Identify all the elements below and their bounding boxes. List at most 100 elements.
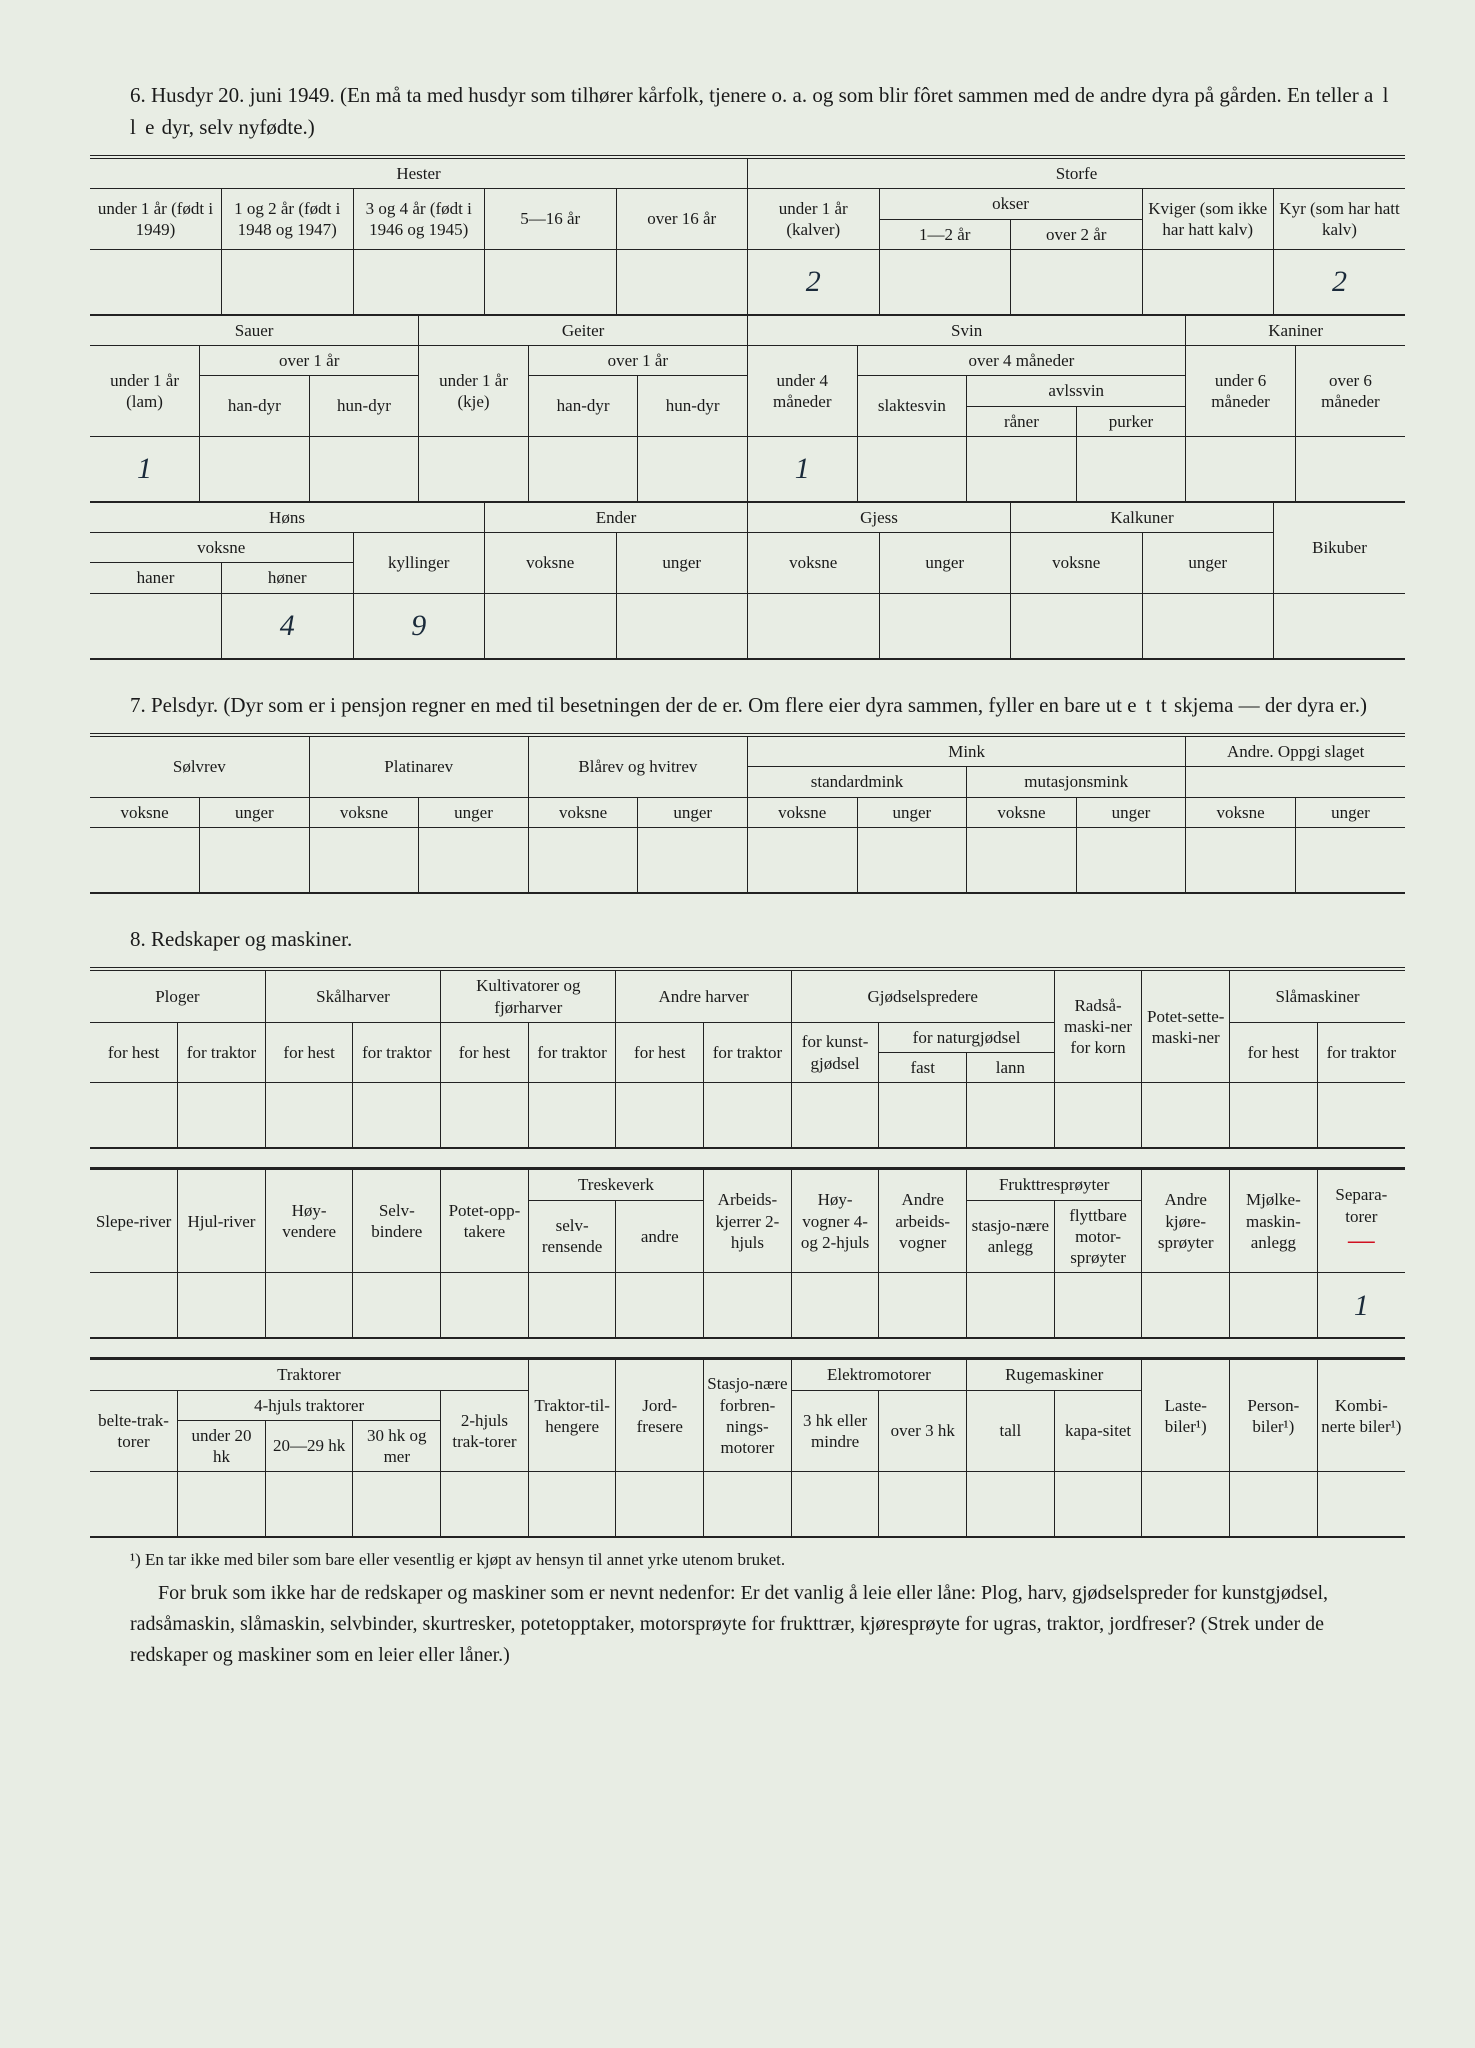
h-hoyv: Høy-vendere	[265, 1169, 353, 1273]
h-radsa: Radså-maski-ner for korn	[1054, 969, 1142, 1083]
geiter-o1: over 1 år	[528, 346, 747, 376]
cell	[747, 827, 857, 893]
footnote: ¹) En tar ikke med biler som bare eller …	[130, 1550, 1405, 1570]
hdr-kaniner: Kaniner	[1186, 315, 1405, 345]
cell	[1142, 1273, 1230, 1339]
cell	[1076, 436, 1186, 502]
cell	[704, 1083, 792, 1149]
el-2: over 3 hk	[879, 1390, 967, 1472]
vu-v3: voksne	[528, 797, 638, 827]
cell	[1295, 827, 1405, 893]
cell	[90, 827, 200, 893]
cell	[441, 1273, 529, 1339]
cell	[1142, 1472, 1230, 1538]
sauer-hun: hun-dyr	[309, 376, 419, 437]
fk: for kunst-gjødsel	[791, 1022, 879, 1083]
h-andrev: Andre arbeids-vogner	[879, 1169, 967, 1273]
cell	[309, 827, 419, 893]
hest-c4: 5—16 år	[485, 189, 617, 250]
census-form-page: 6. Husdyr 20. juni 1949. (En må ta med h…	[0, 0, 1475, 2048]
vu-u4: unger	[857, 797, 967, 827]
mink-mut: mutasjonsmink	[967, 767, 1186, 797]
cell	[857, 436, 967, 502]
table-sauer-svin: Sauer Geiter Svin Kaniner under 1 år (la…	[90, 315, 1405, 503]
hdr-hester: Hester	[90, 157, 748, 189]
h-separat-lbl: Separa-torer	[1335, 1185, 1387, 1225]
geiter-hun: hun-dyr	[638, 376, 748, 437]
h-fire: 4-hjuls traktorer	[178, 1390, 441, 1420]
ft4: for traktor	[704, 1022, 792, 1083]
hdr-svin: Svin	[747, 315, 1185, 345]
cell	[704, 1472, 792, 1538]
hest-c2: 1 og 2 år (født i 1948 og 1947)	[222, 189, 354, 250]
fh4: for hest	[616, 1022, 704, 1083]
h-andre: Andre harver	[616, 969, 791, 1022]
section6-title: 6. Husdyr 20. juni 1949. (En må ta med h…	[130, 80, 1405, 143]
h-ruge: Rugemaskiner	[967, 1359, 1142, 1390]
hdr-bikuber: Bikuber	[1274, 502, 1406, 593]
vu-u1: unger	[200, 797, 310, 827]
cell	[1186, 436, 1296, 502]
okser-sub1: 1—2 år	[879, 219, 1011, 249]
sauer-u1: under 1 år (lam)	[90, 346, 200, 437]
mink-std: standardmink	[747, 767, 966, 797]
ender-u: unger	[616, 533, 748, 594]
h-kombi: Kombi-nerte biler¹)	[1317, 1359, 1405, 1472]
h-gjod: Gjødselspredere	[791, 969, 1054, 1022]
table-pelsdyr: Sølvrev Platinarev Blårev og hvitrev Min…	[90, 733, 1405, 894]
hdr-ender: Ender	[485, 502, 748, 532]
hdr-gjess: Gjess	[748, 502, 1011, 532]
h-tresk: Treskeverk	[528, 1169, 703, 1200]
cell	[528, 1472, 616, 1538]
s6-suffix: dyr, selv nyfødte.)	[162, 115, 315, 139]
hest-c5: over 16 år	[616, 189, 748, 250]
cell	[616, 249, 748, 315]
cell	[265, 1273, 353, 1339]
f4-1: under 20 hk	[178, 1420, 266, 1472]
h-elektro: Elektromotorer	[791, 1359, 966, 1390]
storfe-u1: under 1 år (kalver)	[748, 189, 880, 250]
kan-u6: under 6 måneder	[1186, 346, 1296, 437]
cell	[353, 1273, 441, 1339]
kan-o6: over 6 måneder	[1295, 346, 1405, 437]
s7-spaced: e t t	[1127, 693, 1169, 717]
h-potop: Potet-opp-takere	[441, 1169, 529, 1273]
svin-slakte: slaktesvin	[857, 376, 967, 437]
ft1: for traktor	[178, 1022, 266, 1083]
fn: for naturgjødsel	[879, 1022, 1054, 1052]
h-stasjon: Stasjo-nære forbren-nings-motorer	[704, 1359, 792, 1472]
h-mjolke: Mjølke-maskin-anlegg	[1230, 1169, 1318, 1273]
cell	[1142, 249, 1274, 315]
vu-v6: voksne	[1186, 797, 1296, 827]
ft2: for traktor	[353, 1022, 441, 1083]
h-sla: Slåmaskiner	[1230, 969, 1405, 1022]
svin-u4: under 4 måneder	[747, 346, 857, 437]
section7-title: 7. Pelsdyr. (Dyr som er i pensjon regner…	[130, 690, 1405, 722]
s6-body: (En må ta med husdyr som tilhører kårfol…	[340, 83, 1359, 107]
h-arbk: Arbeids-kjerrer 2-hjuls	[704, 1169, 792, 1273]
kalk-v: voksne	[1011, 533, 1143, 594]
s7-suffix: skjema — der dyra er.)	[1174, 693, 1367, 717]
sauer-o1: over 1 år	[200, 346, 419, 376]
tresk-andre: andre	[616, 1200, 704, 1273]
table-redskap-1: Ploger Skålharver Kultivatorer og fjørha…	[90, 967, 1405, 1149]
cell	[178, 1472, 266, 1538]
cell	[1142, 593, 1274, 659]
ender-v: voksne	[485, 533, 617, 594]
cell	[791, 1273, 879, 1339]
hdr-andre: Andre. Oppgi slaget	[1186, 735, 1405, 767]
table-redskap-2: Slepe-river Hjul-river Høy-vendere Selv-…	[90, 1167, 1405, 1339]
cell	[791, 1083, 879, 1149]
vu-v4: voksne	[747, 797, 857, 827]
h-ploger: Ploger	[90, 969, 265, 1022]
cell	[419, 827, 529, 893]
fh5: for hest	[1230, 1022, 1318, 1083]
hdr-hons: Høns	[90, 502, 485, 532]
cell	[638, 436, 748, 502]
cell	[1230, 1083, 1318, 1149]
cell	[528, 436, 638, 502]
cell	[265, 1472, 353, 1538]
hons-haner: haner	[90, 563, 222, 593]
frukt-stas: stasjo-nære anlegg	[967, 1200, 1055, 1273]
cell	[200, 827, 310, 893]
